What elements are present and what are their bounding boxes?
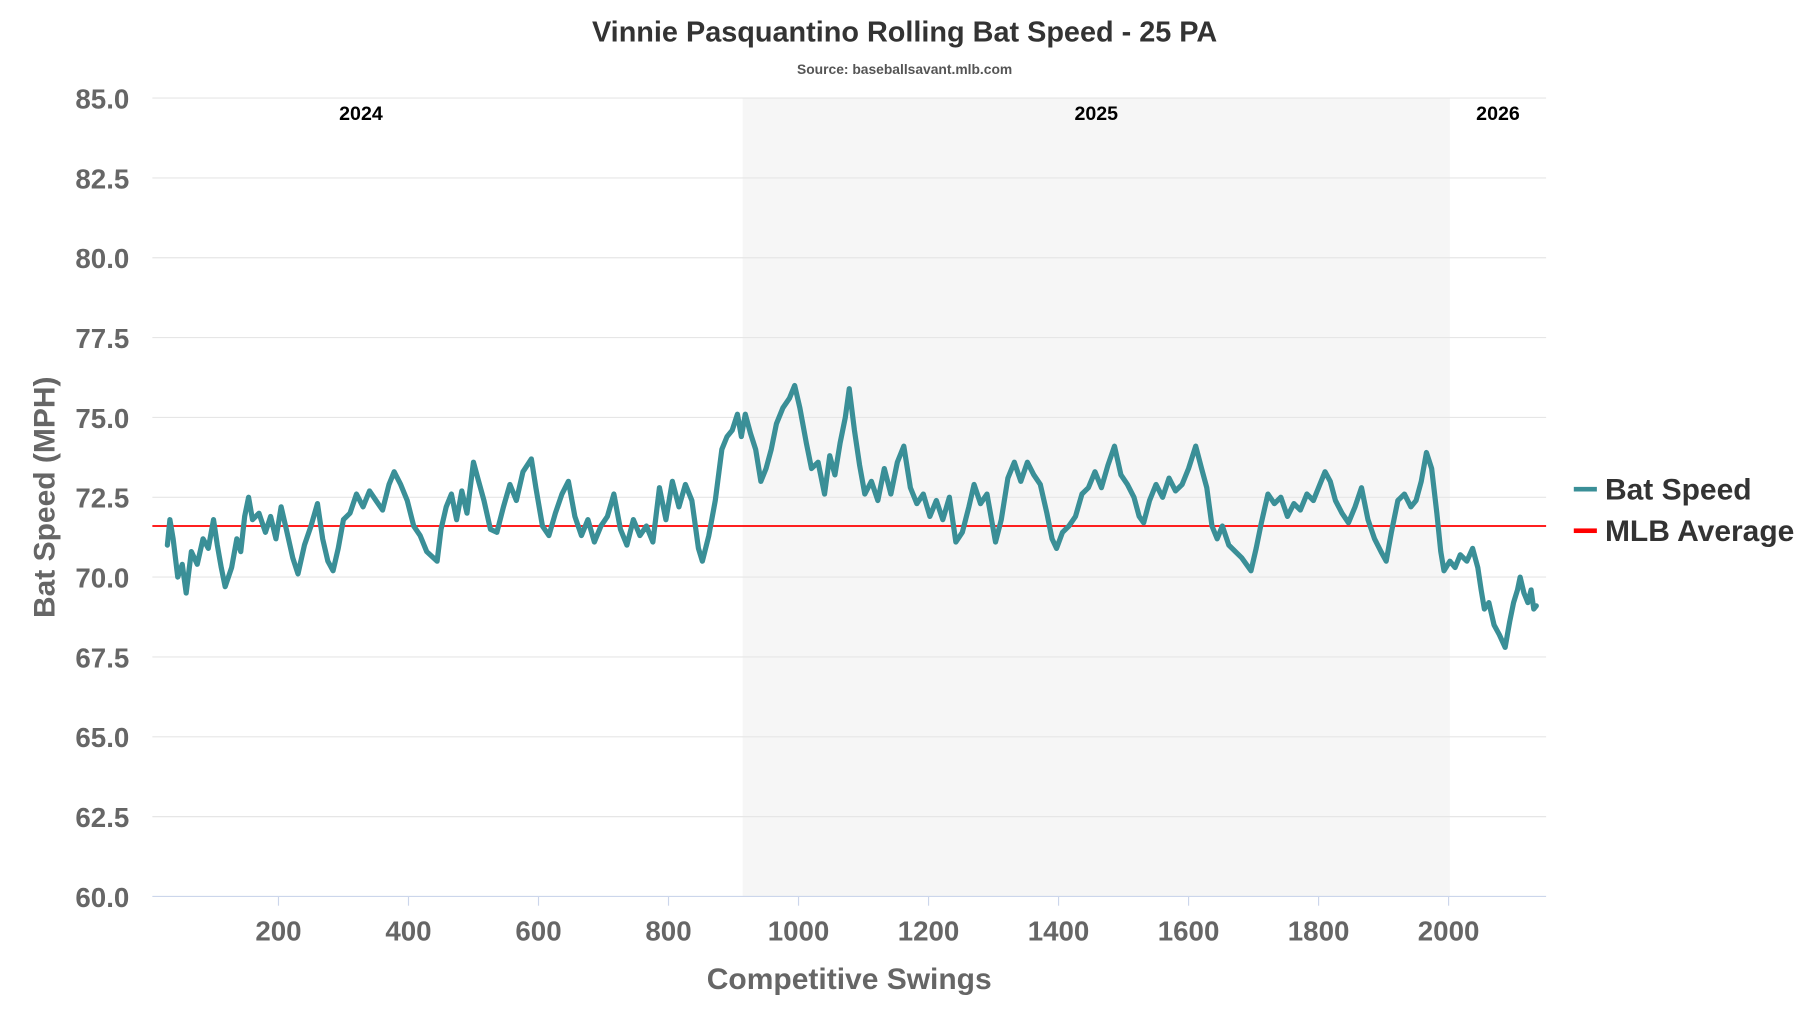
x-tick-label: 1000 bbox=[768, 915, 830, 946]
x-tick-label: 600 bbox=[515, 915, 561, 946]
y-tick-label: 67.5 bbox=[75, 642, 129, 673]
x-tick-label: 400 bbox=[385, 915, 431, 946]
gridlines bbox=[152, 97, 1547, 898]
legend: Bat Speed MLB Average bbox=[1573, 474, 1794, 548]
x-tick-label: 1200 bbox=[898, 915, 960, 946]
series-lines bbox=[164, 382, 1539, 650]
y-tick-label: 85.0 bbox=[75, 83, 129, 114]
legend-swatch-1 bbox=[1573, 528, 1597, 534]
x-axis-label: Competitive Swings bbox=[707, 963, 992, 996]
y-tick-label: 70.0 bbox=[75, 562, 129, 593]
y-tick-label: 80.0 bbox=[75, 243, 129, 274]
season-labels: 2024 2025 2026 bbox=[339, 103, 1520, 125]
y-tick-label: 82.5 bbox=[75, 163, 129, 194]
y-axis-label: Bat Speed (MPH) bbox=[28, 376, 61, 618]
chart-title: Vinnie Pasquantino Rolling Bat Speed - 2… bbox=[592, 17, 1217, 49]
x-tick-label: 2000 bbox=[1418, 915, 1480, 946]
legend-label: Bat Speed bbox=[1605, 474, 1752, 507]
series-line-bat-speed bbox=[164, 382, 1539, 650]
x-tick-label: 800 bbox=[645, 915, 691, 946]
x-axis-ticks: 200 400 600 800 1000 1200 1400 1600 1800 2000 bbox=[255, 896, 1479, 946]
legend-label: MLB Average bbox=[1605, 515, 1794, 548]
season-label-2024: 2024 bbox=[339, 103, 383, 125]
season-label-2026: 2026 bbox=[1476, 103, 1520, 125]
y-tick-label: 75.0 bbox=[75, 403, 129, 434]
x-tick-label: 1400 bbox=[1028, 915, 1090, 946]
y-tick-label: 62.5 bbox=[75, 802, 129, 833]
chart-subtitle: Source: baseballsavant.mlb.com bbox=[797, 61, 1012, 77]
y-tick-label: 65.0 bbox=[75, 722, 129, 753]
x-tick-label: 1800 bbox=[1288, 915, 1350, 946]
y-tick-label: 72.5 bbox=[75, 483, 129, 514]
x-tick-label: 1600 bbox=[1158, 915, 1220, 946]
y-tick-label: 77.5 bbox=[75, 323, 129, 354]
season-label-2025: 2025 bbox=[1074, 103, 1118, 125]
legend-swatch-0 bbox=[1573, 486, 1597, 492]
x-tick-label: 200 bbox=[255, 915, 301, 946]
y-axis-ticks: 60.0 62.5 65.0 67.5 70.0 72.5 75.0 77.5 80.0 82.5… bbox=[75, 83, 129, 912]
y-tick-label: 60.0 bbox=[75, 882, 129, 913]
